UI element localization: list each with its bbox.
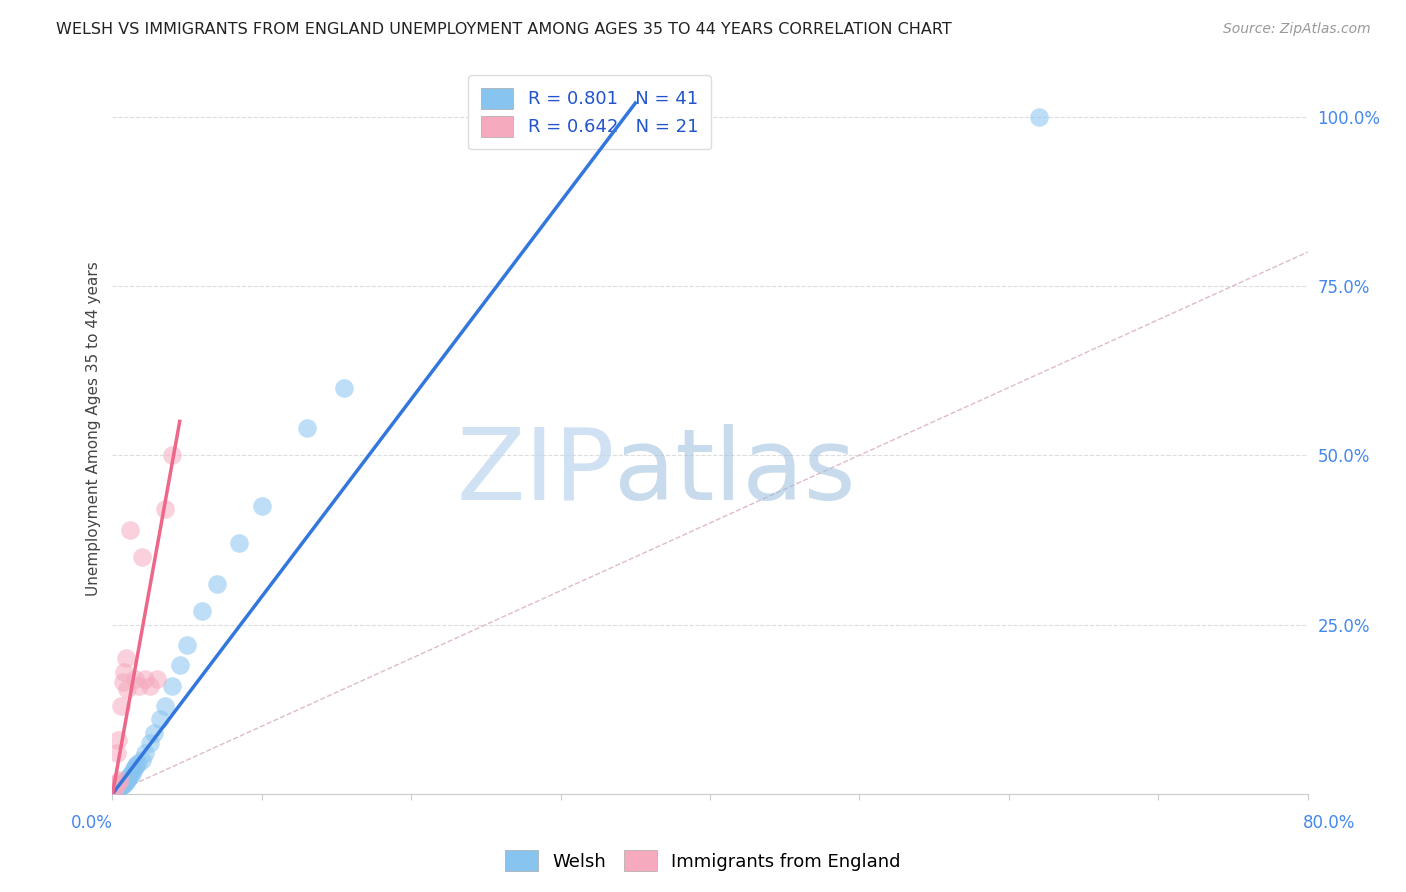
Point — [107, 779, 129, 793]
Point — [103, 783, 125, 797]
Text: WELSH VS IMMIGRANTS FROM ENGLAND UNEMPLOYMENT AMONG AGES 35 TO 44 YEARS CORRELAT: WELSH VS IMMIGRANTS FROM ENGLAND UNEMPLO… — [56, 22, 952, 37]
Point — [110, 777, 132, 791]
Point — [191, 604, 214, 618]
Point — [105, 746, 128, 760]
Point — [120, 523, 142, 537]
Point — [127, 756, 149, 771]
Point — [111, 675, 134, 690]
Point — [105, 777, 128, 791]
Text: atlas: atlas — [614, 424, 856, 521]
Point — [104, 781, 127, 796]
Point — [131, 753, 153, 767]
Text: 0.0%: 0.0% — [70, 814, 112, 831]
Point — [104, 780, 127, 794]
Point — [295, 421, 318, 435]
Point — [110, 698, 132, 713]
Point — [228, 536, 250, 550]
Point — [121, 766, 143, 780]
Point — [139, 736, 162, 750]
Point — [118, 770, 141, 784]
Point — [149, 712, 172, 726]
Text: 80.0%: 80.0% — [1302, 814, 1355, 831]
Point — [117, 681, 139, 696]
Point — [124, 760, 146, 774]
Point — [114, 777, 135, 791]
Point — [139, 679, 162, 693]
Point — [205, 577, 228, 591]
Point — [115, 774, 138, 789]
Legend: Welsh, Immigrants from England: Welsh, Immigrants from England — [498, 843, 908, 879]
Point — [128, 679, 150, 693]
Point — [134, 672, 156, 686]
Point — [104, 783, 127, 797]
Point — [162, 448, 183, 462]
Y-axis label: Unemployment Among Ages 35 to 44 years: Unemployment Among Ages 35 to 44 years — [86, 260, 101, 596]
Point — [108, 780, 131, 794]
Point — [107, 780, 129, 795]
Point — [105, 782, 128, 797]
Point — [110, 779, 132, 793]
Point — [169, 658, 191, 673]
Text: ZIP: ZIP — [456, 424, 614, 521]
Point — [107, 732, 129, 747]
Point — [111, 776, 134, 790]
Point — [131, 549, 153, 564]
Point — [108, 778, 131, 792]
Point — [117, 773, 139, 788]
Point — [107, 774, 129, 789]
Point — [333, 380, 356, 394]
Point — [122, 763, 145, 777]
Point — [153, 502, 176, 516]
Point — [162, 679, 183, 693]
Point — [250, 499, 273, 513]
Point — [146, 672, 169, 686]
Point — [176, 638, 198, 652]
Point — [124, 672, 146, 686]
Text: Source: ZipAtlas.com: Source: ZipAtlas.com — [1223, 22, 1371, 37]
Point — [153, 698, 176, 713]
Point — [1028, 110, 1050, 124]
Point — [117, 772, 139, 786]
Point — [111, 778, 134, 792]
Point — [105, 780, 128, 794]
Point — [103, 785, 125, 799]
Point — [120, 768, 142, 782]
Point — [114, 665, 135, 679]
Point — [134, 746, 156, 760]
Point — [115, 651, 138, 665]
Point — [108, 773, 131, 788]
Legend: R = 0.801   N = 41, R = 0.642   N = 21: R = 0.801 N = 41, R = 0.642 N = 21 — [468, 75, 711, 149]
Point — [143, 726, 166, 740]
Point — [564, 110, 586, 124]
Point — [125, 758, 148, 772]
